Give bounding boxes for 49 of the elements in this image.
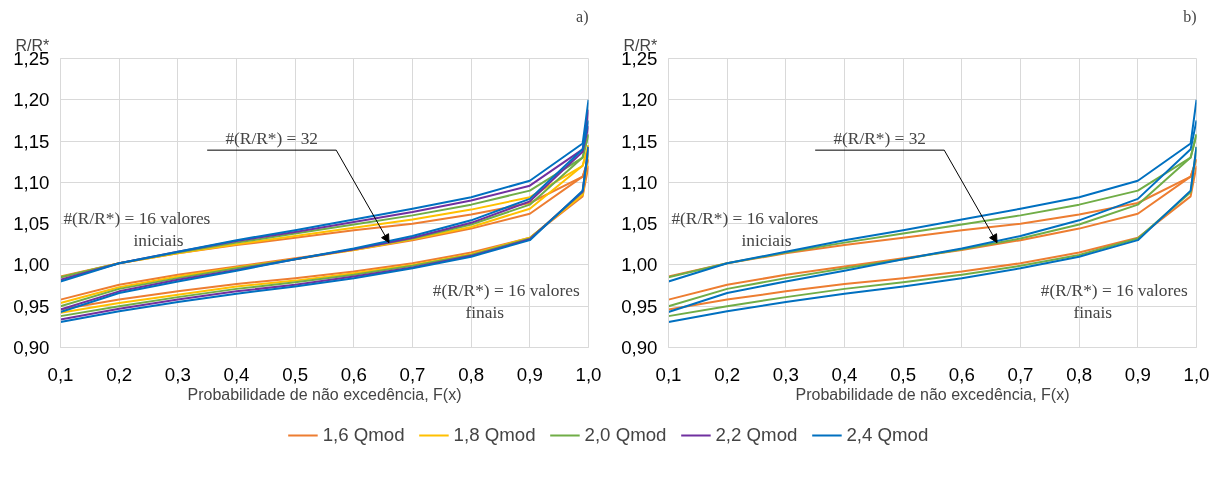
x-tick-label: 0,2	[714, 363, 741, 385]
legend-label: 1,6 Qmod	[322, 424, 405, 446]
y-tick-label: 0,90	[13, 337, 50, 358]
x-tick-label: 0,3	[772, 363, 799, 385]
annotation: #(R/R*) = 16 valores iniciais	[63, 208, 211, 250]
x-tick-label: 0,1	[47, 363, 74, 385]
annotation: #(R/R*) = 16 valores finais	[1040, 280, 1188, 322]
x-tick-label: 0,5	[282, 363, 309, 385]
x-tick-label: 0,4	[831, 363, 858, 385]
x-tick-label: 0,4	[223, 363, 250, 385]
chart-title: b)	[1183, 7, 1197, 26]
y-tick-label: 1,20	[13, 89, 50, 111]
x-tick-label: 0,9	[1124, 363, 1151, 385]
y-tick-label: 1,10	[13, 171, 50, 193]
annotation: #(R/R*) = 16 valores iniciais	[671, 208, 819, 250]
y-tick-label: 1,20	[621, 89, 658, 111]
x-tick-label: 0,7	[1007, 363, 1034, 385]
x-tick-label: 0,1	[655, 363, 682, 385]
y-tick-label: 0,90	[621, 337, 658, 358]
annotation: #(R/R*) = 32	[225, 128, 318, 148]
annotation: #(R/R*) = 32	[833, 128, 926, 148]
y-tick-label: 1,05	[621, 213, 658, 235]
x-tick-label: 0,3	[164, 363, 191, 385]
x-tick-label: 0,5	[890, 363, 917, 385]
x-tick-label: 0,8	[458, 363, 485, 385]
legend-label: 2,4 Qmod	[846, 424, 929, 446]
annotation: #(R/R*) = 16 valores finais	[432, 280, 580, 322]
y-tick-label: 1,05	[13, 213, 50, 235]
chart-title: a)	[576, 7, 589, 26]
x-tick-label: 0,8	[1066, 363, 1093, 385]
x-tick-label: 0,9	[516, 363, 543, 385]
legend-label: 2,2 Qmod	[715, 424, 798, 446]
legend-label: 1,8 Qmod	[453, 424, 536, 446]
y-tick-label: 1,10	[621, 171, 658, 193]
x-tick-label: 1,0	[575, 363, 602, 385]
x-axis-title: Probabilidade de não excedência, F(x)	[795, 385, 1070, 403]
y-tick-label: 0,95	[621, 295, 658, 317]
y-tick-label: 1,00	[13, 254, 50, 276]
x-tick-label: 0,7	[399, 363, 426, 385]
y-tick-label: 1,15	[13, 130, 50, 152]
x-tick-label: 0,6	[948, 363, 975, 385]
x-tick-label: 0,6	[340, 363, 367, 385]
y-tick-label: 1,15	[621, 130, 658, 152]
y-tick-label: 0,95	[13, 295, 50, 317]
legend-label: 2,0 Qmod	[584, 424, 667, 446]
x-tick-label: 1,0	[1183, 363, 1210, 385]
x-tick-label: 0,2	[106, 363, 133, 385]
y-tick-label: 1,00	[621, 254, 658, 276]
x-axis-title: Probabilidade de não excedência, F(x)	[187, 385, 462, 403]
